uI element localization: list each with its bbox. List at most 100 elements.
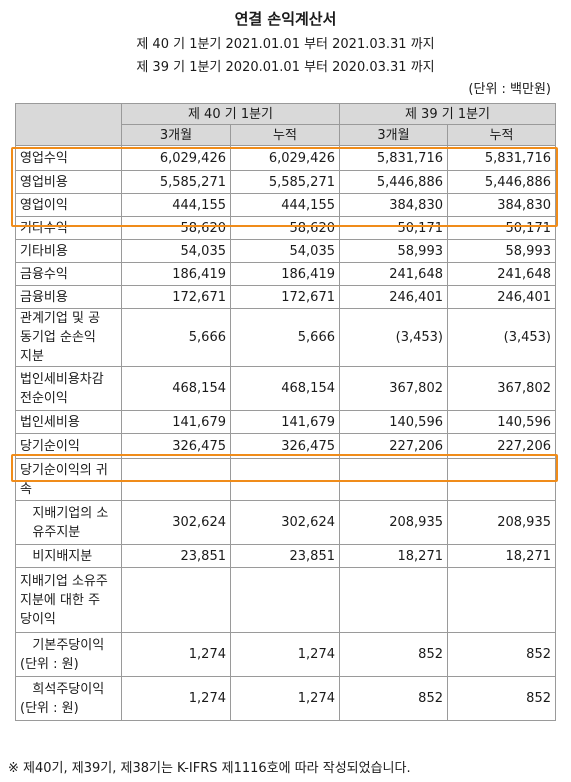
value-cell: 58,620 — [121, 216, 231, 240]
value-cell: 1,274 — [121, 632, 231, 677]
income-statement-table: 제 40 기 1분기 제 39 기 1분기 3개월 누적 3개월 누적 영업수익… — [15, 103, 556, 721]
value-cell: 208,935 — [339, 500, 448, 545]
table-row: 희석주당이익 (단위 : 원) 1,274 1,274 852 852 — [15, 676, 556, 721]
value-cell: 5,831,716 — [447, 145, 556, 171]
value-cell: 186,419 — [121, 262, 231, 286]
unit-label: (단위 : 백만원) — [468, 82, 551, 97]
table-row: 금융수익 186,419 186,419 241,648 241,648 — [15, 262, 556, 286]
value-cell: 172,671 — [121, 285, 231, 309]
value-cell — [230, 567, 340, 633]
period-current: 제 40 기 1분기 2021.01.01 부터 2021.03.31 까지 — [136, 37, 435, 52]
statement-title: 연결 손익계산서 — [234, 10, 337, 28]
value-cell: (3,453) — [447, 308, 556, 367]
value-cell: 172,671 — [230, 285, 340, 309]
value-cell: 141,679 — [121, 410, 231, 434]
row-label: 관계기업 및 공 동기업 순손익 지분 — [15, 308, 122, 367]
value-cell: 302,624 — [121, 500, 231, 545]
value-cell: 1,274 — [230, 676, 340, 721]
row-label: 기타비용 — [15, 239, 122, 263]
table-row: 지배기업 소유주 지분에 대한 주 당이익 — [15, 567, 556, 633]
value-cell: 50,171 — [339, 216, 448, 240]
value-cell: 241,648 — [339, 262, 448, 286]
value-cell — [121, 567, 231, 633]
table-row: 기본주당이익 (단위 : 원) 1,274 1,274 852 852 — [15, 632, 556, 677]
row-label: 희석주당이익 (단위 : 원) — [15, 676, 122, 721]
value-cell: 367,802 — [339, 366, 448, 411]
value-cell: 5,666 — [230, 308, 340, 367]
value-cell: 140,596 — [339, 410, 448, 434]
row-label: 지배기업의 소 유주지분 — [15, 500, 122, 545]
row-label: 영업이익 — [15, 193, 122, 217]
table-row: 금융비용 172,671 172,671 246,401 246,401 — [15, 285, 556, 309]
row-label: 법인세비용차감 전순이익 — [15, 366, 122, 411]
value-cell: 58,993 — [339, 239, 448, 263]
value-cell: 384,830 — [339, 193, 448, 217]
value-cell: 5,446,886 — [339, 170, 448, 194]
table-row: 법인세비용 141,679 141,679 140,596 140,596 — [15, 410, 556, 434]
value-cell: 246,401 — [339, 285, 448, 309]
table-row: 기타비용 54,035 54,035 58,993 58,993 — [15, 239, 556, 263]
value-cell — [230, 458, 340, 501]
value-cell: 227,206 — [339, 433, 448, 459]
value-cell: 5,831,716 — [339, 145, 448, 171]
value-cell: 208,935 — [447, 500, 556, 545]
value-cell: 141,679 — [230, 410, 340, 434]
value-cell: 5,446,886 — [447, 170, 556, 194]
value-cell: 246,401 — [447, 285, 556, 309]
value-cell: 58,993 — [447, 239, 556, 263]
value-cell: 302,624 — [230, 500, 340, 545]
value-cell: 227,206 — [447, 433, 556, 459]
row-label: 지배기업 소유주 지분에 대한 주 당이익 — [15, 567, 122, 633]
header-cumulative-current: 누적 — [230, 124, 340, 146]
row-label: 기본주당이익 (단위 : 원) — [15, 632, 122, 677]
table-row: 당기순이익의 귀 속 — [15, 458, 556, 501]
corner-cell — [15, 103, 122, 146]
value-cell: 54,035 — [121, 239, 231, 263]
value-cell: 6,029,426 — [121, 145, 231, 171]
table-row: 비지배지분 23,851 23,851 18,271 18,271 — [15, 544, 556, 568]
table-row: 기타수익 58,620 58,620 50,171 50,171 — [15, 216, 556, 240]
period-prior: 제 39 기 1분기 2020.01.01 부터 2020.03.31 까지 — [136, 60, 435, 75]
row-label: 당기순이익의 귀 속 — [15, 458, 122, 501]
value-cell: 23,851 — [121, 544, 231, 568]
header-three-month-current: 3개월 — [121, 124, 231, 146]
footnote: ※ 제40기, 제39기, 제38기는 K-IFRS 제1116호에 따라 작성… — [8, 761, 411, 776]
row-label: 금융비용 — [15, 285, 122, 309]
column-group-prior: 제 39 기 1분기 — [339, 103, 556, 125]
value-cell: 58,620 — [230, 216, 340, 240]
value-cell: 852 — [339, 632, 448, 677]
value-cell: 1,274 — [121, 676, 231, 721]
value-cell: 18,271 — [339, 544, 448, 568]
table-row: 법인세비용차감 전순이익 468,154 468,154 367,802 367,802 — [15, 366, 556, 411]
value-cell: 852 — [339, 676, 448, 721]
table-row: 영업수익 6,029,426 6,029,426 5,831,716 5,831,716 — [15, 145, 556, 171]
table-row: 당기순이익 326,475 326,475 227,206 227,206 — [15, 433, 556, 459]
value-cell: 5,666 — [121, 308, 231, 367]
value-cell: 326,475 — [121, 433, 231, 459]
row-label: 금융수익 — [15, 262, 122, 286]
value-cell: 186,419 — [230, 262, 340, 286]
value-cell: 54,035 — [230, 239, 340, 263]
value-cell: 852 — [447, 676, 556, 721]
value-cell: 444,155 — [230, 193, 340, 217]
value-cell: 367,802 — [447, 366, 556, 411]
value-cell: 241,648 — [447, 262, 556, 286]
value-cell: 5,585,271 — [121, 170, 231, 194]
value-cell: 852 — [447, 632, 556, 677]
value-cell — [339, 458, 448, 501]
value-cell: 468,154 — [121, 366, 231, 411]
column-group-current: 제 40 기 1분기 — [121, 103, 340, 125]
value-cell: 468,154 — [230, 366, 340, 411]
value-cell: 50,171 — [447, 216, 556, 240]
row-label: 법인세비용 — [15, 410, 122, 434]
value-cell — [447, 567, 556, 633]
row-label: 기타수익 — [15, 216, 122, 240]
value-cell: 5,585,271 — [230, 170, 340, 194]
value-cell: 326,475 — [230, 433, 340, 459]
row-label: 비지배지분 — [15, 544, 122, 568]
table-row: 영업이익 444,155 444,155 384,830 384,830 — [15, 193, 556, 217]
value-cell: 444,155 — [121, 193, 231, 217]
value-cell: 23,851 — [230, 544, 340, 568]
value-cell: 18,271 — [447, 544, 556, 568]
header-cumulative-prior: 누적 — [447, 124, 556, 146]
